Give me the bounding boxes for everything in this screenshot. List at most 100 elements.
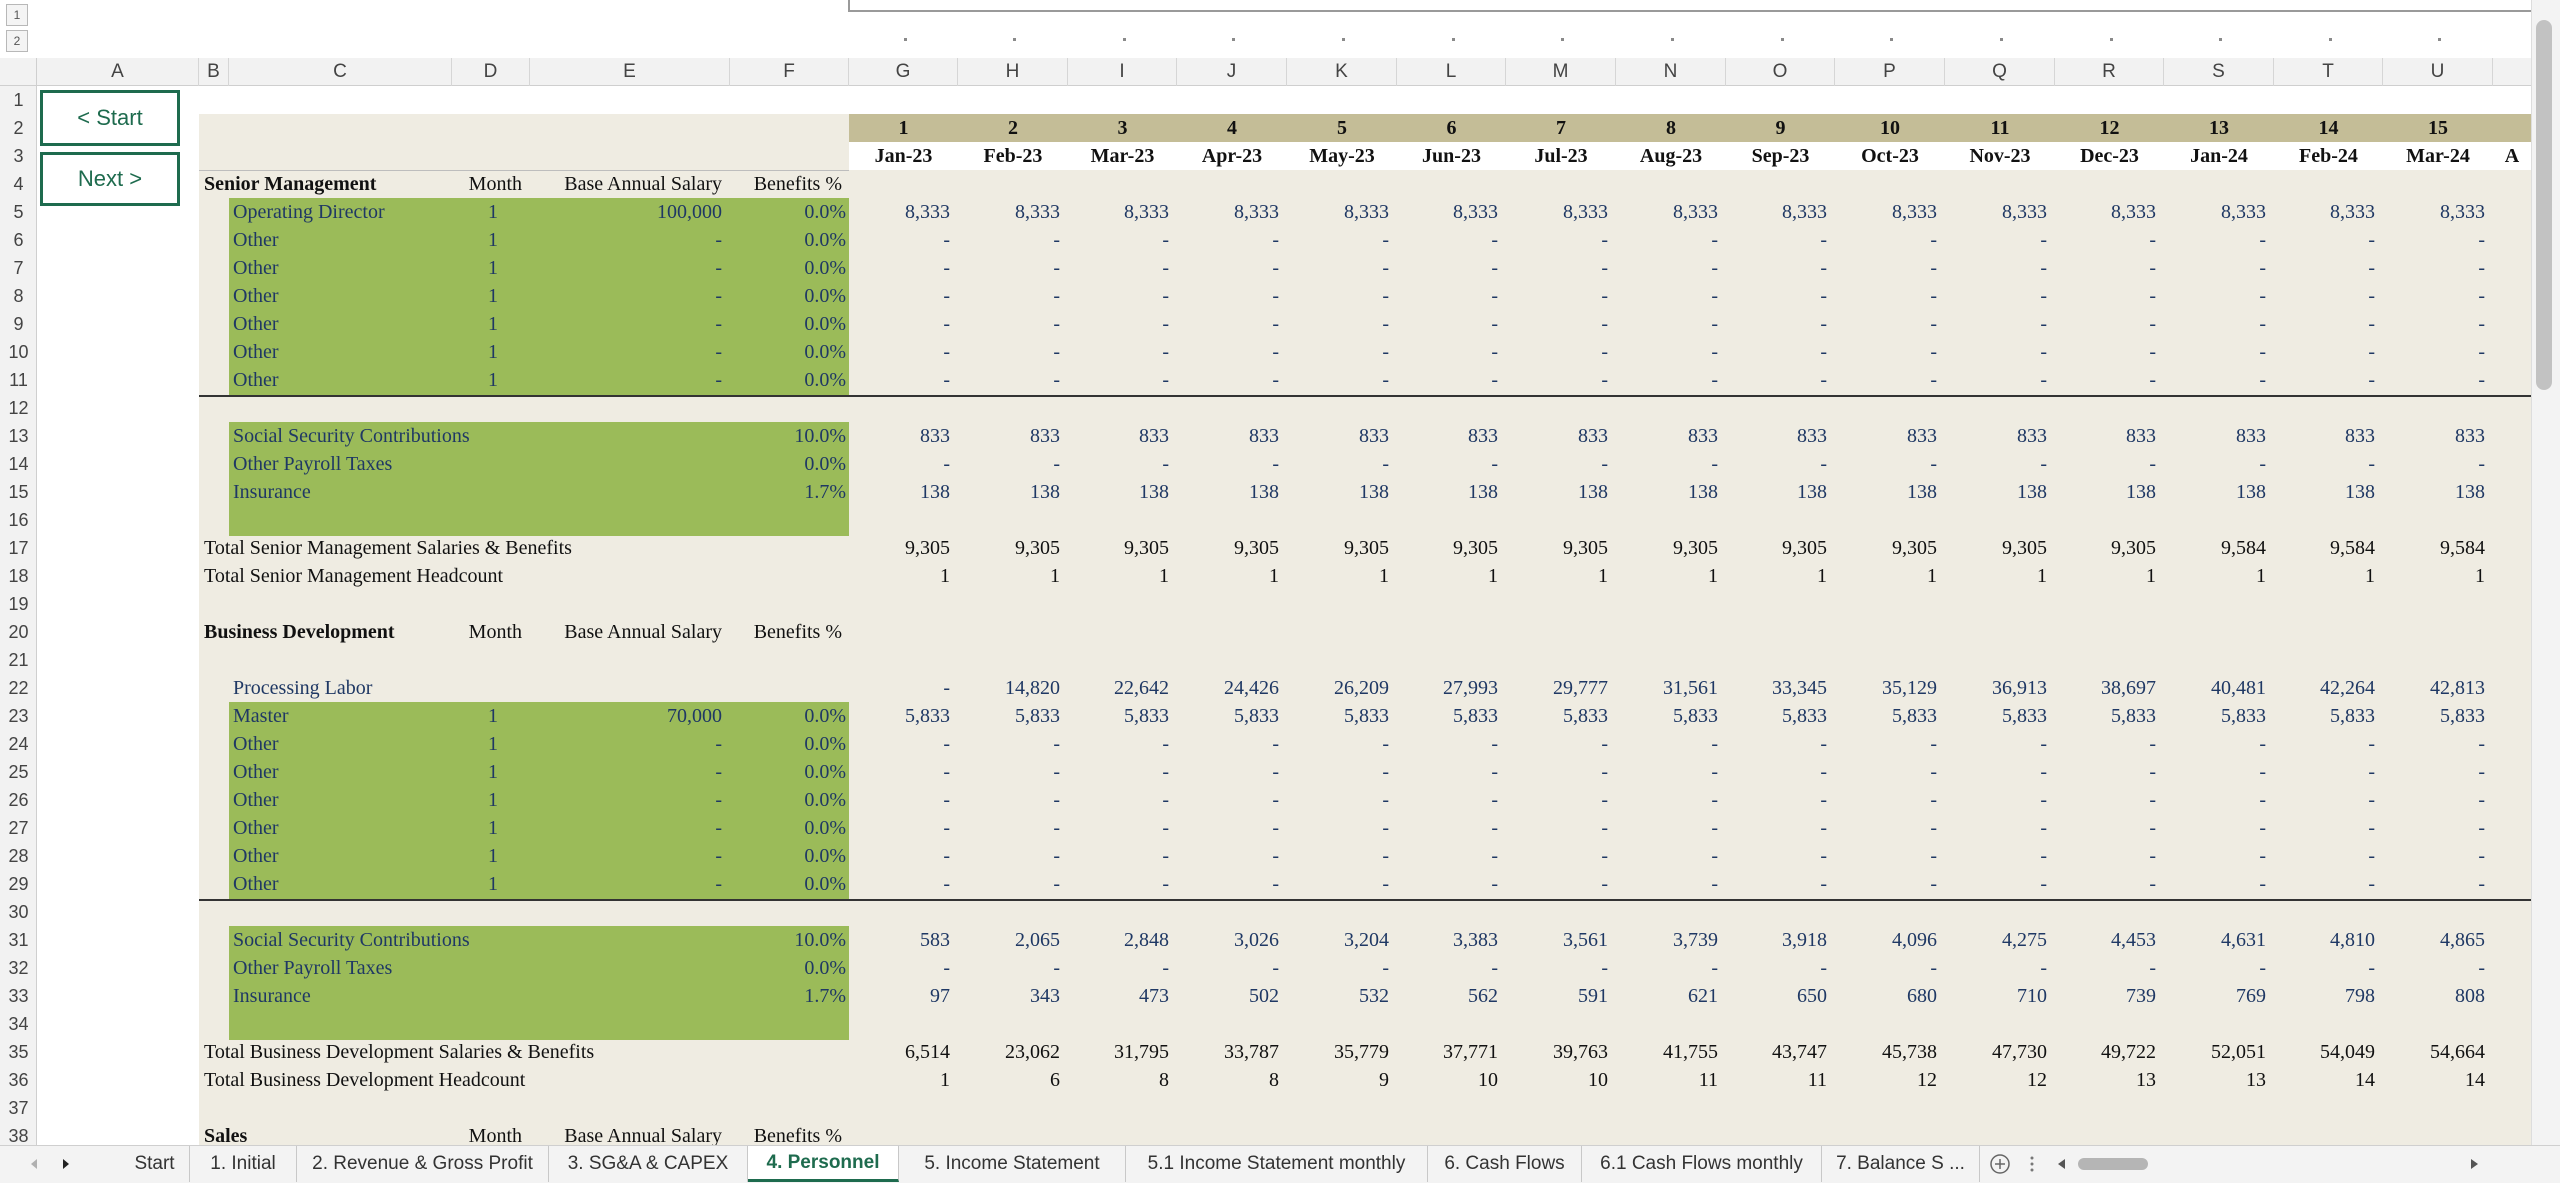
salary-value[interactable]: - — [1272, 845, 1279, 867]
salary-value[interactable]: - — [2259, 285, 2266, 307]
tax-value[interactable]: 2,065 — [1015, 929, 1060, 951]
vertical-scroll-thumb[interactable] — [2536, 20, 2552, 390]
salary-value[interactable]: 8,333 — [1892, 201, 1937, 223]
total-value[interactable]: 1 — [1708, 565, 1718, 587]
salary-value[interactable]: - — [2478, 761, 2485, 783]
column-header[interactable]: A — [37, 58, 199, 86]
salary-value[interactable]: - — [1491, 369, 1498, 391]
salary-value[interactable]: - — [1601, 845, 1608, 867]
row-header[interactable]: 6 — [13, 229, 24, 250]
employee-benefits[interactable]: 0.0% — [804, 257, 846, 279]
total-value[interactable]: 10 — [1588, 1069, 1608, 1091]
sheet-tab-active[interactable]: 4. Personnel — [748, 1146, 899, 1182]
row-header[interactable]: 3 — [13, 145, 24, 166]
row-header[interactable]: 26 — [8, 789, 29, 810]
salary-value[interactable]: - — [1491, 789, 1498, 811]
employee-month[interactable]: 1 — [488, 257, 498, 279]
total-label[interactable]: Total Business Development Salaries & Be… — [204, 1041, 595, 1063]
employee-salary[interactable]: - — [715, 873, 722, 895]
tax-value[interactable]: - — [1711, 453, 1718, 475]
month-col-header[interactable]: Month — [468, 621, 522, 643]
total-value[interactable]: 14 — [2465, 1069, 2485, 1091]
salary-value[interactable]: - — [1382, 845, 1389, 867]
salary-value[interactable]: - — [2478, 229, 2485, 251]
salary-value[interactable]: - — [1382, 761, 1389, 783]
employee-month[interactable]: 1 — [488, 733, 498, 755]
salary-value[interactable]: - — [1491, 341, 1498, 363]
salary-value[interactable]: 8,333 — [1563, 201, 1608, 223]
total-value[interactable]: 1 — [1817, 565, 1827, 587]
salary-value[interactable]: 5,833 — [1124, 705, 1169, 727]
employee-month[interactable]: 1 — [488, 369, 498, 391]
total-value[interactable]: 8 — [1159, 1069, 1169, 1091]
benefits-col-header[interactable]: Benefits % — [753, 1125, 842, 1147]
salary-value[interactable]: - — [2259, 341, 2266, 363]
salary-value[interactable]: - — [2368, 285, 2375, 307]
row-header[interactable]: 17 — [8, 537, 29, 558]
period-number[interactable]: 3 — [1117, 117, 1128, 139]
tax-value[interactable]: 3,383 — [1453, 929, 1498, 951]
salary-value[interactable]: - — [2478, 285, 2485, 307]
tax-value[interactable]: 833 — [1139, 425, 1169, 447]
period-number[interactable]: 6 — [1446, 117, 1457, 139]
total-value[interactable]: 1 — [1159, 565, 1169, 587]
tax-value[interactable]: - — [1930, 453, 1937, 475]
salary-value[interactable]: 8,333 — [2440, 201, 2485, 223]
row-header[interactable]: 15 — [8, 481, 29, 502]
total-value[interactable]: 35,779 — [1334, 1041, 1389, 1063]
salary-value[interactable]: - — [1820, 817, 1827, 839]
total-value[interactable]: 1 — [2475, 565, 2485, 587]
period-number[interactable]: 2 — [1008, 117, 1018, 139]
tax-rate[interactable]: 1.7% — [804, 481, 846, 503]
tax-value[interactable]: - — [1382, 957, 1389, 979]
salary-value[interactable]: - — [1272, 761, 1279, 783]
total-value[interactable]: 23,062 — [1005, 1041, 1060, 1063]
total-value[interactable]: 54,049 — [2320, 1041, 2375, 1063]
tax-value[interactable]: 798 — [2345, 985, 2375, 1007]
salary-value[interactable]: - — [1820, 257, 1827, 279]
column-header[interactable]: R — [2055, 58, 2164, 86]
salary-value[interactable]: - — [1162, 341, 1169, 363]
total-value[interactable]: 9,305 — [1234, 537, 1279, 559]
column-header[interactable]: I — [1068, 58, 1177, 86]
tax-value[interactable]: 4,453 — [2111, 929, 2156, 951]
processing-labor-label[interactable]: Processing Labor — [233, 677, 373, 699]
row-header[interactable]: 29 — [8, 873, 29, 894]
tax-value[interactable]: - — [1820, 453, 1827, 475]
row-header[interactable]: 36 — [8, 1069, 29, 1090]
row-header[interactable]: 9 — [13, 313, 24, 334]
hscroll-left-button[interactable] — [2050, 1150, 2074, 1178]
salary-value[interactable]: - — [943, 845, 950, 867]
tax-value[interactable]: 833 — [2017, 425, 2047, 447]
period-number[interactable]: 8 — [1666, 117, 1676, 139]
month-header[interactable]: Feb-24 — [2299, 145, 2358, 167]
processing-labor-value[interactable]: 36,913 — [1992, 677, 2047, 699]
salary-value[interactable]: - — [1820, 845, 1827, 867]
salary-value[interactable]: - — [2368, 733, 2375, 755]
tax-value[interactable]: 97 — [930, 985, 950, 1007]
salary-value[interactable]: - — [1711, 761, 1718, 783]
total-value[interactable]: 13 — [2136, 1069, 2156, 1091]
salary-value[interactable]: - — [1053, 789, 1060, 811]
column-header[interactable]: U — [2383, 58, 2493, 86]
month-header[interactable]: Jan-23 — [874, 145, 933, 167]
employee-benefits[interactable]: 0.0% — [804, 313, 846, 335]
total-value[interactable]: 13 — [2246, 1069, 2266, 1091]
total-value[interactable]: 12 — [1917, 1069, 1937, 1091]
salary-value[interactable]: - — [2368, 761, 2375, 783]
total-value[interactable]: 1 — [2256, 565, 2266, 587]
column-header[interactable]: J — [1177, 58, 1287, 86]
total-value[interactable]: 9,584 — [2330, 537, 2375, 559]
employee-salary[interactable]: - — [715, 313, 722, 335]
employee-salary[interactable]: - — [715, 229, 722, 251]
employee-month[interactable]: 1 — [488, 761, 498, 783]
tax-value[interactable]: 769 — [2236, 985, 2266, 1007]
salary-value[interactable]: - — [1601, 761, 1608, 783]
total-value[interactable]: 14 — [2355, 1069, 2375, 1091]
total-value[interactable]: 12 — [2027, 1069, 2047, 1091]
total-value[interactable]: 10 — [1478, 1069, 1498, 1091]
total-value[interactable]: 9,305 — [1782, 537, 1827, 559]
salary-value[interactable]: 5,833 — [1234, 705, 1279, 727]
salary-value[interactable]: - — [1491, 873, 1498, 895]
tax-rate[interactable]: 1.7% — [804, 985, 846, 1007]
